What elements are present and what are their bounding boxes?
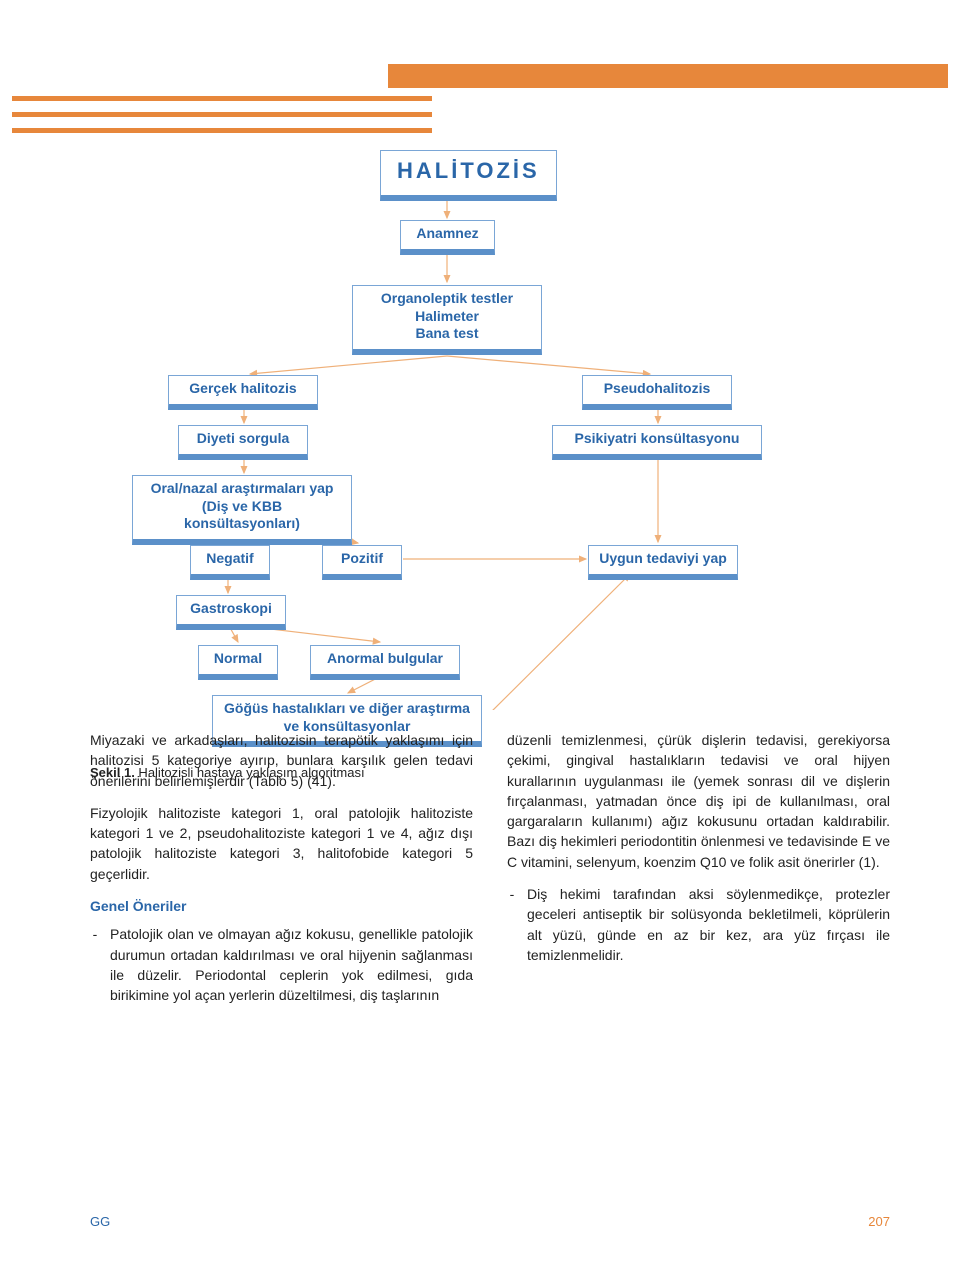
node-pseudo: Pseudohalitozis [582, 375, 732, 410]
node-diyet: Diyeti sorgula [178, 425, 308, 460]
subhead-genel: Genel Öneriler [90, 896, 473, 916]
footer-page: 207 [868, 1214, 890, 1229]
footer-left: GG [90, 1214, 110, 1229]
left-column: Miyazaki ve arkadaşları, halitozisin ter… [90, 730, 473, 1016]
bullet-dash: - [90, 924, 100, 1005]
node-anormal: Anormal bulgular [310, 645, 460, 680]
footer: GG 207 [90, 1214, 890, 1229]
left-bullet-1-text: Patolojik olan ve olmayan ağız kokusu, g… [110, 924, 473, 1005]
header-stripe-3 [12, 128, 432, 133]
body-columns: Miyazaki ve arkadaşları, halitozisin ter… [90, 730, 890, 1016]
node-negatif: Negatif [190, 545, 270, 580]
node-normal: Normal [198, 645, 278, 680]
node-tests: Organoleptik testlerHalimeterBana test [352, 285, 542, 355]
left-bullet-1: - Patolojik olan ve olmayan ağız kokusu,… [90, 924, 473, 1005]
right-bullet-1: - Diş hekimi tarafından aksi söylenmedik… [507, 884, 890, 965]
node-gastro: Gastroskopi [176, 595, 286, 630]
chart-title: HALİTOZİS [380, 150, 557, 201]
right-bullet-1-text: Diş hekimi tarafından aksi söylenmedikçe… [527, 884, 890, 965]
node-psik: Psikiyatri konsültasyonu [552, 425, 762, 460]
node-pozitif: Pozitif [322, 545, 402, 580]
header-stripe-1 [12, 96, 432, 101]
right-column: düzenli temizlenmesi, çürük dişlerin ted… [507, 730, 890, 1016]
bullet-dash: - [507, 884, 517, 965]
flowchart: Anamnez Organoleptik testlerHalimeterBana… [90, 150, 870, 710]
header-stripe-2 [12, 112, 432, 117]
right-p1: düzenli temizlenmesi, çürük dişlerin ted… [507, 730, 890, 872]
node-gercek: Gerçek halitozis [168, 375, 318, 410]
node-oral: Oral/nazal araştırmaları yap(Diş ve KBB … [132, 475, 352, 545]
left-p2: Fizyolojik halitoziste kategori 1, oral … [90, 803, 473, 884]
left-p1: Miyazaki ve arkadaşları, halitozisin ter… [90, 730, 473, 791]
top-accent-bar [388, 64, 948, 88]
node-anamnez: Anamnez [400, 220, 495, 255]
node-tedavi: Uygun tedaviyi yap [588, 545, 738, 580]
